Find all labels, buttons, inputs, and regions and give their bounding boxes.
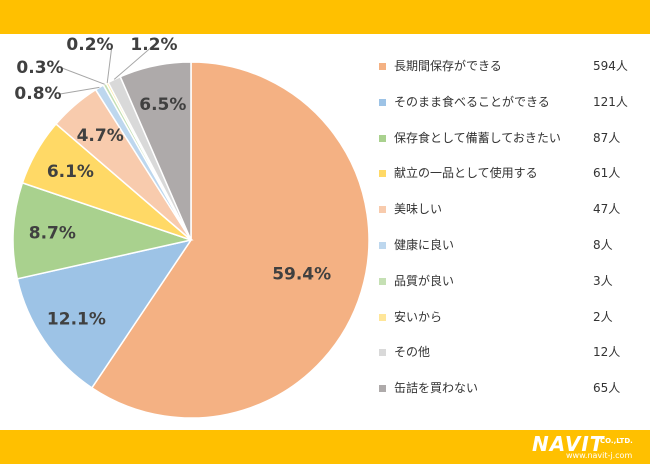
leader-line (106, 44, 113, 84)
legend-item: その他 12人 (368, 342, 638, 378)
leader-line (59, 86, 100, 95)
legend-item: 安いから 2人 (368, 307, 638, 343)
legend-count: 65人 (593, 381, 621, 396)
legend-count: 87人 (593, 130, 621, 145)
legend-item: 缶詰を買わない 65人 (368, 378, 638, 414)
legend-count: 2人 (593, 309, 613, 324)
slice-percent-label: 12.1% (47, 309, 106, 329)
legend-item: そのまま食べることができる 121人 (368, 92, 638, 128)
legend-label: そのまま食べることができる (394, 94, 550, 109)
slice-percent-label: 0.8% (14, 84, 61, 104)
slice-percent-label: 8.7% (29, 224, 76, 244)
legend-item: 長期間保存ができる 594人 (368, 56, 638, 92)
pie-slice (12, 181, 194, 280)
pie-slice (90, 61, 370, 419)
legend-swatch (379, 134, 386, 142)
leader-line (113, 44, 155, 80)
bottom-accent-bar (0, 430, 650, 464)
legend-label: 缶詰を買わない (394, 381, 479, 396)
legend-label: 品質が良い (394, 273, 455, 288)
legend-count: 594人 (593, 59, 628, 73)
logo-suffix: CO.,LTD. (600, 437, 633, 445)
leader-line (61, 67, 105, 85)
legend-count: 12人 (593, 345, 621, 360)
legend-swatch (379, 98, 386, 106)
pie-slice (16, 238, 193, 389)
legend-count: 47人 (593, 202, 621, 217)
legend-item: 献立の一品として使用する 61人 (368, 163, 638, 199)
legend-count: 61人 (593, 166, 621, 181)
top-accent-bar (0, 0, 650, 34)
slice-percent-label: 4.7% (77, 126, 124, 146)
legend-item: 保存食として備蓄しておきたい 87人 (368, 128, 638, 164)
legend-label: 美味しい (394, 202, 443, 217)
legend-swatch (379, 170, 386, 178)
legend-item: 健康に良い 8人 (368, 235, 638, 271)
legend-item: 美味しい 47人 (368, 199, 638, 235)
chart-legend: 長期間保存ができる 594人そのまま食べることができる 121人保存食として備蓄して… (368, 56, 638, 414)
slice-percent-label: 1.2% (130, 35, 177, 55)
legend-swatch (379, 349, 386, 357)
legend-label: 長期間保存ができる (394, 59, 502, 73)
logo-text: NAVIT (532, 432, 605, 456)
legend-label: 安いから (394, 309, 443, 324)
legend-swatch (379, 313, 386, 321)
slice-percent-label: 59.4% (272, 265, 331, 285)
legend-item: 品質が良い 3人 (368, 271, 638, 307)
logo-url: www.navit-j.com (566, 451, 633, 460)
legend-swatch (379, 63, 386, 70)
pie-slice (119, 61, 192, 241)
legend-count: 3人 (593, 273, 613, 288)
slice-percent-label: 6.1% (47, 162, 94, 182)
slice-percent-label: 0.3% (16, 58, 63, 78)
navit-logo: NAVIT CO.,LTD. www.navit-j.com (532, 432, 646, 462)
legend-label: 健康に良い (394, 237, 455, 252)
legend-label: 保存食として備蓄しておきたい (394, 130, 561, 145)
legend-swatch (379, 277, 386, 285)
legend-swatch (379, 241, 386, 249)
legend-label: その他 (394, 345, 431, 360)
legend-swatch (379, 206, 386, 214)
slice-percent-label: 0.2% (66, 35, 113, 55)
legend-swatch (379, 385, 386, 393)
legend-count: 121人 (593, 94, 628, 109)
legend-count: 8人 (593, 237, 613, 252)
legend-label: 献立の一品として使用する (394, 166, 538, 181)
slice-percent-label: 6.5% (139, 95, 186, 115)
